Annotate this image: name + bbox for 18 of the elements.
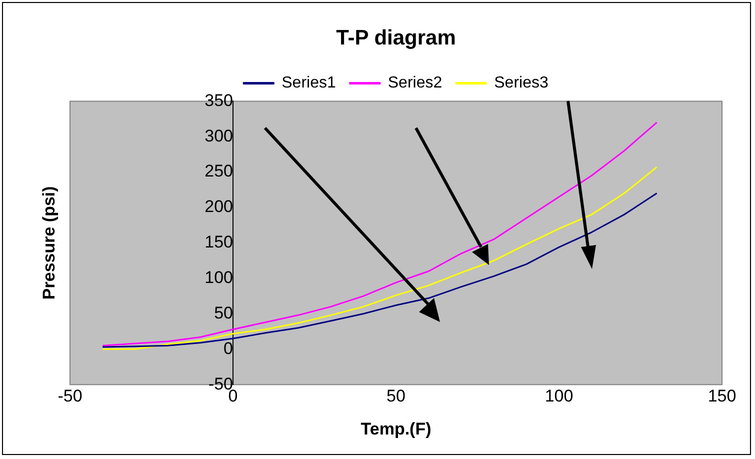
y-tick-label: 350	[204, 90, 233, 110]
y-tick-label: 150	[204, 232, 233, 252]
x-axis-title: Temp.(F)	[360, 420, 432, 439]
x-tick-label: -50	[58, 386, 82, 406]
x-tick-label: 100	[544, 386, 574, 406]
y-tick-label: 0	[224, 338, 233, 358]
x-tick-label: 150	[708, 386, 736, 406]
legend-label: Series2	[388, 74, 442, 92]
y-tick-label: 300	[204, 126, 233, 146]
chart-title: T-P diagram	[336, 26, 456, 50]
y-tick-label: 250	[204, 162, 233, 181]
y-axis-title: Pressure (psi)	[40, 186, 59, 300]
y-tick-label: 100	[204, 268, 233, 288]
x-tick-label: 50	[386, 386, 406, 406]
y-tick-label: 50	[214, 303, 233, 322]
y-tick-label: 200	[204, 197, 233, 216]
legend-label: Series1	[282, 74, 336, 92]
legend-label: Series3	[494, 74, 548, 92]
